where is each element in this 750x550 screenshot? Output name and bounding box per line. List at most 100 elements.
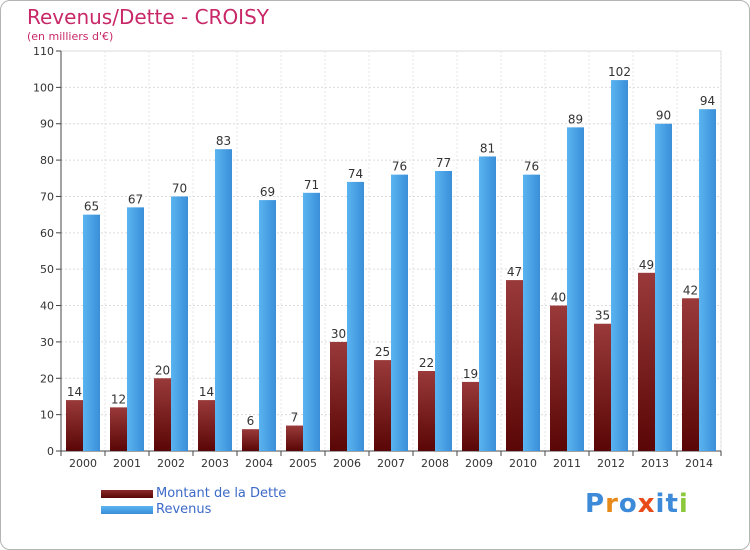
data-label-dette: 7 [291,411,299,425]
bar-revenus [303,192,320,451]
y-tick-label: 90 [40,118,54,131]
data-label-dette: 49 [639,258,654,272]
x-tick-label: 2001 [113,457,141,470]
y-tick-label: 80 [40,154,54,167]
x-tick-label: 2014 [685,457,713,470]
bar-revenus [83,214,100,451]
data-label-dette: 22 [419,356,434,370]
data-label-revenus: 69 [260,185,275,199]
bar-dette [594,323,611,451]
bar-dette [682,298,699,451]
data-label-revenus: 74 [348,167,363,181]
data-label-dette: 42 [683,283,698,297]
y-tick-label: 110 [33,45,54,58]
x-tick-label: 2013 [641,457,669,470]
bar-dette [110,407,127,451]
data-label-revenus: 81 [480,141,495,155]
data-label-revenus: 67 [128,192,143,206]
logo-letter: x [637,489,656,519]
bar-revenus [567,127,584,451]
data-label-dette: 47 [507,265,522,279]
bar-revenus [611,80,628,451]
x-tick-label: 2004 [245,457,273,470]
bar-dette [374,360,391,451]
data-label-dette: 20 [155,363,170,377]
bar-dette [286,425,303,451]
data-label-dette: 6 [247,414,255,428]
x-tick-label: 2009 [465,457,493,470]
bar-dette [330,341,347,451]
data-label-revenus: 77 [436,156,451,170]
logo-letter: P [585,489,606,519]
data-label-dette: 25 [375,345,390,359]
legend-swatch-dette [101,490,153,498]
bar-revenus [699,109,716,451]
bar-dette [66,400,83,451]
x-tick-label: 2005 [289,457,317,470]
legend-swatch-revenus [101,506,153,514]
y-tick-label: 70 [40,190,54,203]
bar-revenus [479,156,496,452]
logo-letter: i [678,489,689,519]
y-tick-label: 40 [40,300,54,313]
bar-dette [462,381,479,451]
y-tick-label: 100 [33,81,54,94]
legend-label-dette: Montant de la Dette [156,486,287,501]
bar-dette [198,400,215,451]
bar-dette [418,371,435,451]
bar-revenus [127,207,144,451]
bar-dette [154,378,171,451]
chart-subtitle: (en milliers d'€) [27,30,114,43]
data-label-revenus: 90 [656,109,671,123]
x-tick-label: 2008 [421,457,449,470]
logo-letter: t [665,489,679,519]
data-label-revenus: 76 [392,160,407,174]
labels: 0102030405060708090100110146520001267200… [33,45,715,470]
y-tick-label: 20 [40,372,54,385]
data-label-dette: 40 [551,291,566,305]
bar-revenus [655,123,672,452]
data-label-revenus: 71 [304,178,319,192]
data-label-dette: 12 [111,392,126,406]
data-label-revenus: 94 [700,94,715,108]
y-tick-label: 50 [40,263,54,276]
data-label-revenus: 89 [568,112,583,126]
bar-revenus [347,181,364,451]
bar-revenus [259,200,276,451]
data-label-dette: 30 [331,327,346,341]
data-label-revenus: 76 [524,160,539,174]
x-tick-label: 2011 [553,457,581,470]
data-label-dette: 19 [463,367,478,381]
data-label-dette: 35 [595,309,610,323]
data-label-dette: 14 [199,385,214,399]
bar-revenus [215,149,232,451]
logo-letter: r [605,489,619,519]
x-tick-label: 2002 [157,457,185,470]
bar-dette [506,280,523,451]
y-tick-label: 60 [40,227,54,240]
x-tick-label: 2010 [509,457,537,470]
bar-revenus [171,196,188,451]
data-label-revenus: 65 [84,200,99,214]
data-label-dette: 14 [67,385,82,399]
legend-label-revenus: Revenus [156,502,212,517]
data-label-revenus: 70 [172,181,187,195]
bar-dette [550,305,567,451]
logo-letter: o [618,489,638,519]
x-tick-label: 2006 [333,457,361,470]
bar-dette [638,272,655,451]
bar-dette [242,429,259,451]
y-tick-label: 30 [40,336,54,349]
proxiti-logo: Proxiti [585,489,689,519]
bar-revenus [523,174,540,452]
x-tick-label: 2012 [597,457,625,470]
bar-revenus [391,174,408,452]
data-label-revenus: 102 [608,65,631,79]
chart-title: Revenus/Dette - CROISY [27,5,269,29]
y-tick-label: 0 [47,445,54,458]
x-tick-label: 2007 [377,457,405,470]
logo-letter: i [655,489,666,519]
data-label-revenus: 83 [216,134,231,148]
